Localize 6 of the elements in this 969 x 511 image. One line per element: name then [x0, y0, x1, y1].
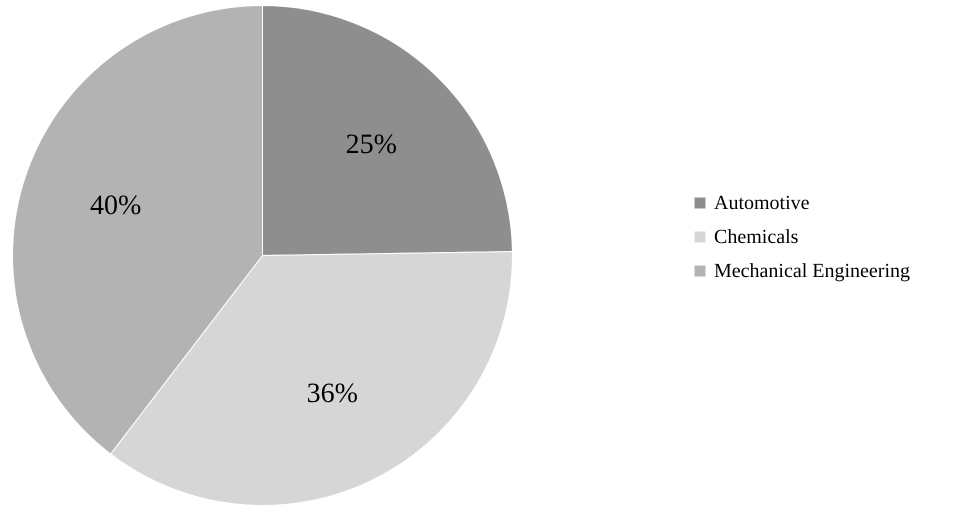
- data-label: 40%: [90, 190, 142, 221]
- legend-label: Automotive: [714, 192, 810, 214]
- data-label: 36%: [306, 378, 358, 409]
- legend-label: Mechanical Engineering: [714, 260, 910, 282]
- legend-label: Chemicals: [714, 226, 799, 248]
- data-label: 25%: [346, 129, 397, 160]
